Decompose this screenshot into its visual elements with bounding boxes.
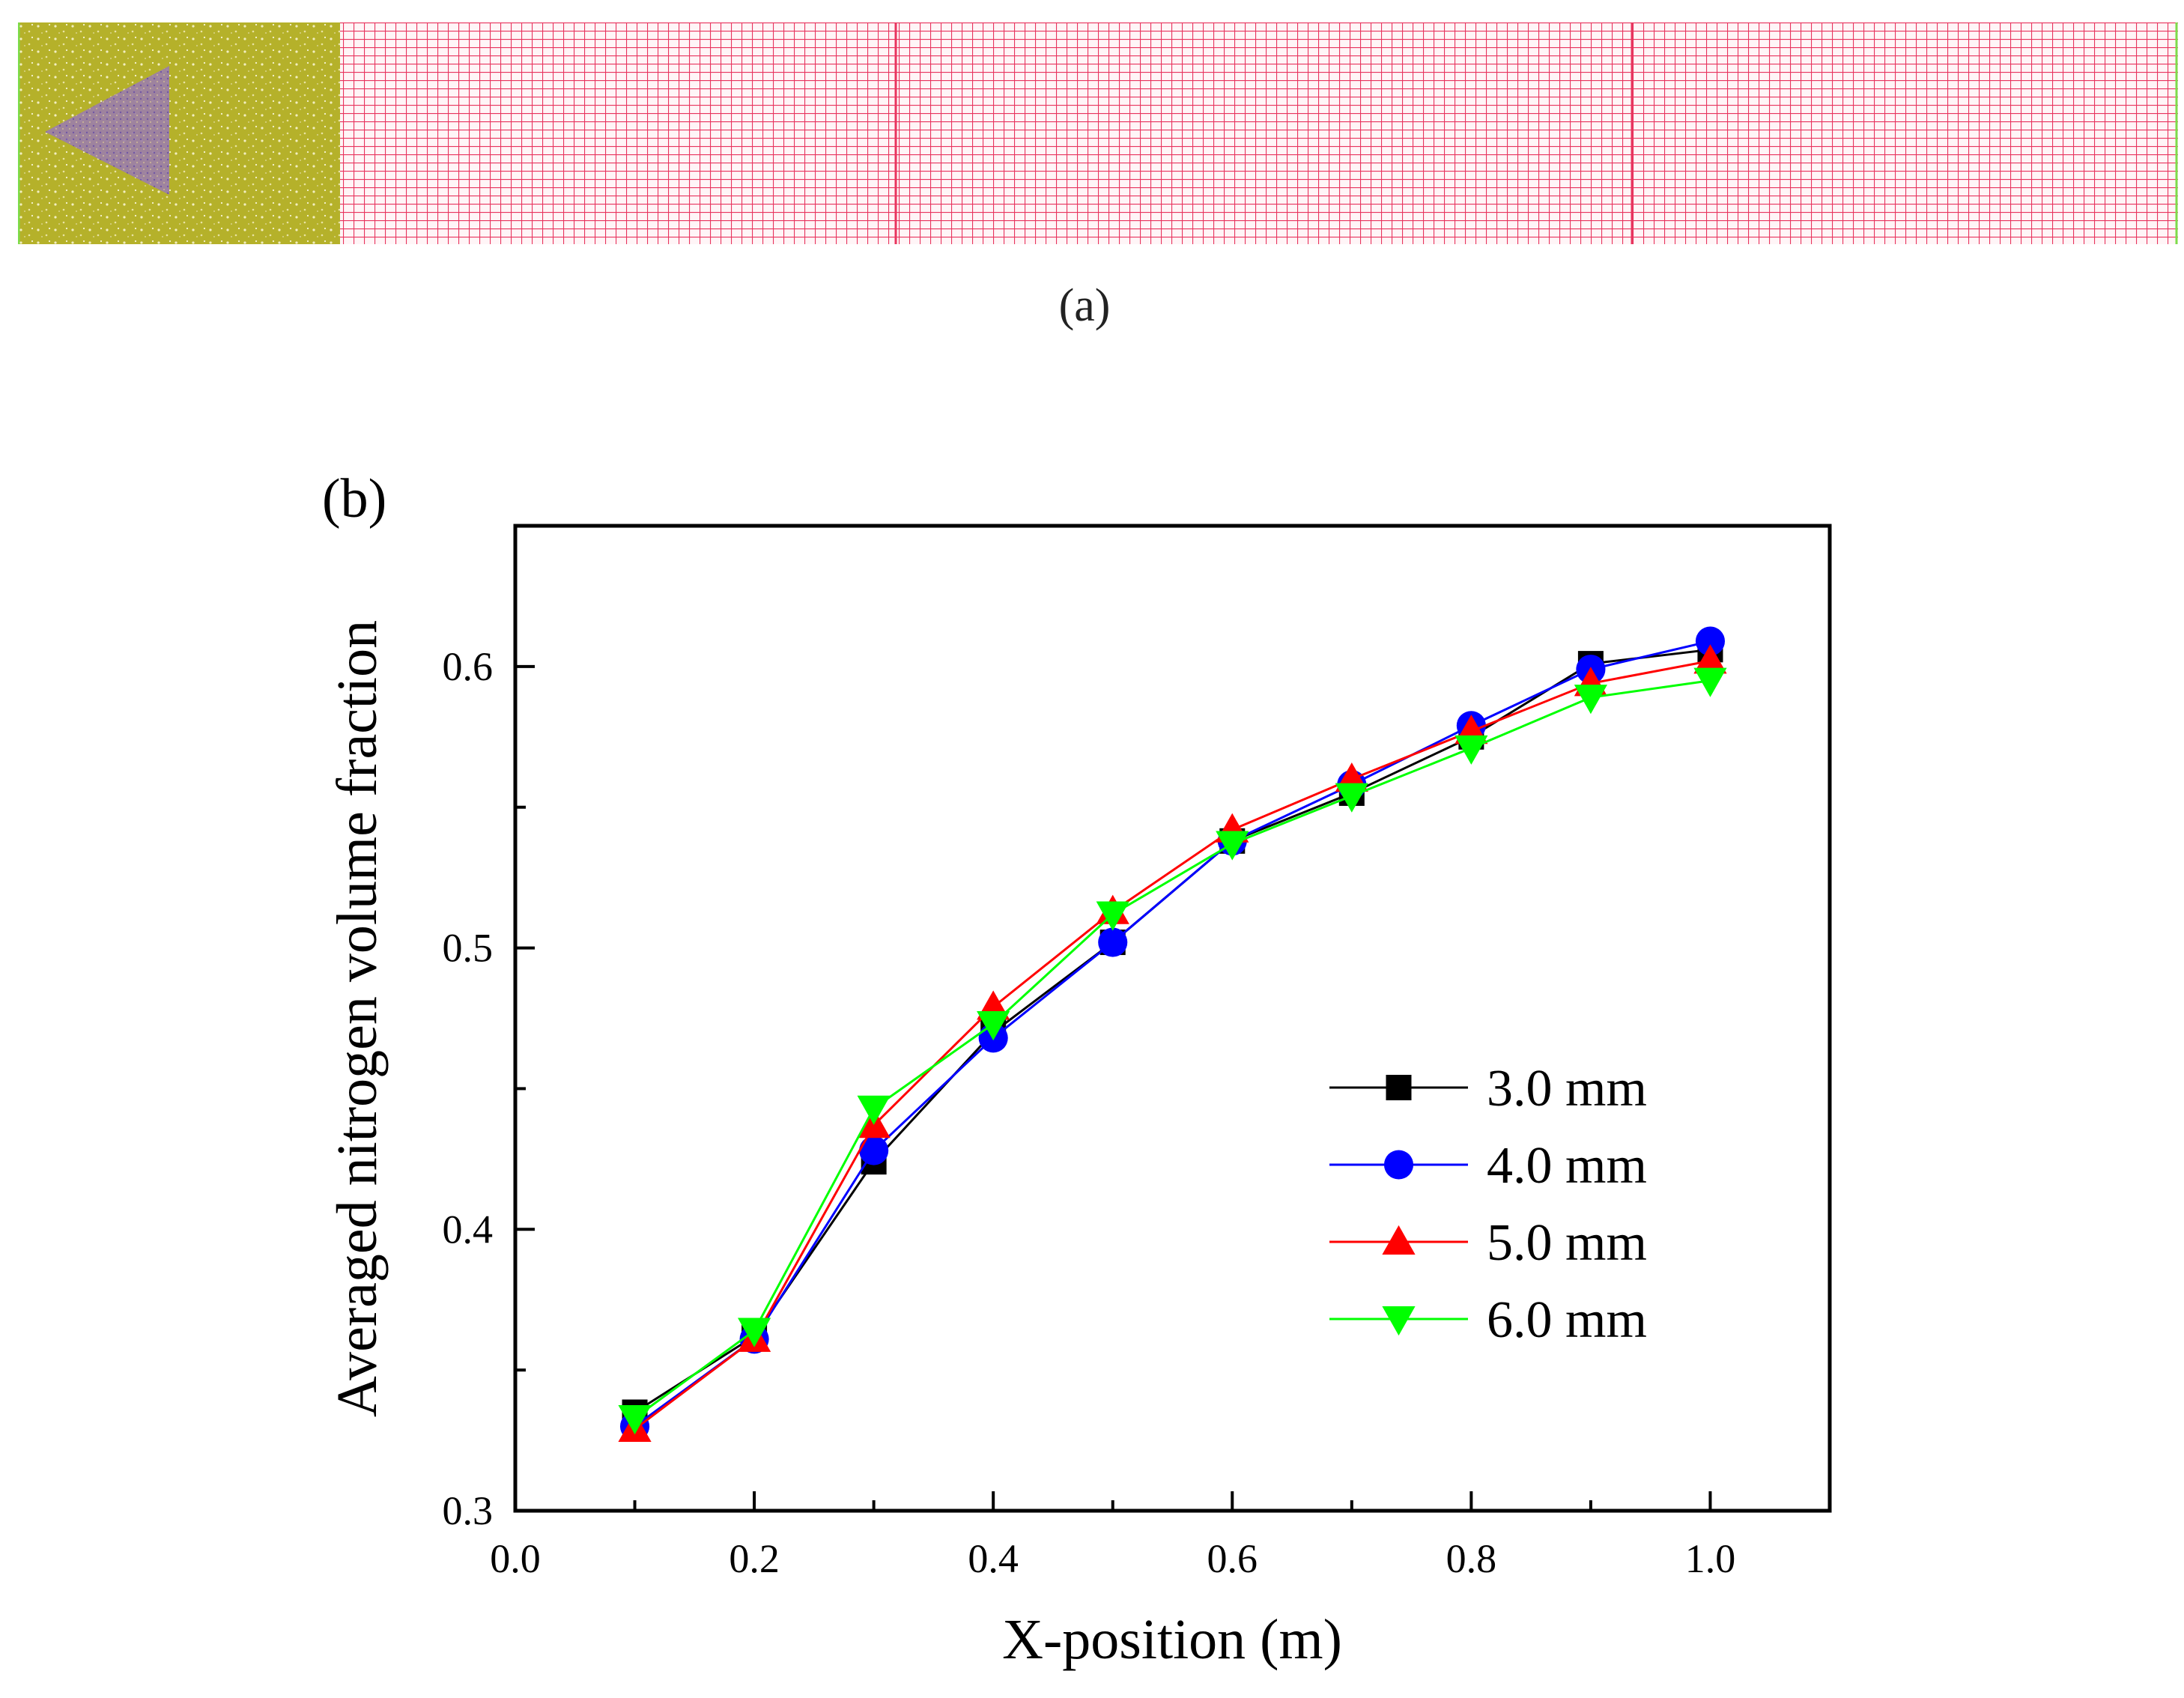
series-3	[618, 667, 1727, 1435]
data-point	[859, 1135, 889, 1165]
panel-a-label: (a)	[1059, 280, 1111, 331]
triangle-obstacle	[45, 66, 169, 195]
y-axis-ticks: 0.3 0.4 0.5 0.6	[443, 524, 535, 1533]
y-tick-label: 0.5	[443, 926, 494, 971]
legend-marker	[1382, 1306, 1416, 1336]
data-point	[1574, 685, 1608, 715]
data-point	[618, 1405, 652, 1435]
data-point	[1098, 927, 1128, 957]
legend: 3.0 mm 4.0 mm 5.0 mm 6.0 mm	[1329, 1060, 1647, 1349]
data-point	[1216, 831, 1249, 861]
series-line	[634, 679, 1711, 1419]
data-point	[857, 1095, 891, 1125]
data-point	[1455, 735, 1488, 765]
data-point	[1693, 644, 1727, 674]
legend-entry: 5.0 mm	[1329, 1214, 1647, 1272]
legend-marker	[1386, 1075, 1412, 1100]
data-point	[1335, 783, 1368, 813]
y-tick-label: 0.3	[443, 1488, 494, 1533]
legend-label: 6.0 mm	[1487, 1291, 1647, 1349]
plot-frame	[513, 524, 1832, 1513]
x-tick-label: 1.0	[1685, 1536, 1736, 1581]
legend-marker	[1383, 1150, 1414, 1180]
x-tick-label: 0.0	[490, 1536, 541, 1581]
y-tick-label: 0.4	[443, 1207, 494, 1252]
series-line	[634, 640, 1711, 1428]
legend-label: 3.0 mm	[1487, 1060, 1647, 1118]
y-axis-label: Averaged nitrogen volume fraction	[326, 620, 389, 1417]
legend-label: 5.0 mm	[1487, 1214, 1647, 1272]
y-tick-label: 0.6	[443, 644, 494, 689]
x-tick-label: 0.4	[968, 1536, 1019, 1581]
mesh-domain-image	[18, 22, 2178, 244]
x-tick-label: 0.8	[1446, 1536, 1497, 1581]
x-tick-label: 0.6	[1207, 1536, 1258, 1581]
legend-entry: 4.0 mm	[1329, 1137, 1647, 1195]
data-point	[977, 1011, 1010, 1041]
series-line	[634, 659, 1711, 1431]
legend-entry: 3.0 mm	[1329, 1060, 1647, 1118]
data-point	[1695, 626, 1726, 656]
legend-entry: 6.0 mm	[1329, 1291, 1647, 1349]
data-point	[1096, 901, 1129, 931]
x-tick-label: 0.2	[729, 1536, 780, 1581]
legend-label: 4.0 mm	[1487, 1137, 1647, 1195]
data-point	[1693, 667, 1727, 697]
legend-marker	[1382, 1225, 1416, 1255]
x-axis-label: X-position (m)	[1002, 1608, 1342, 1671]
data-point	[737, 1318, 771, 1347]
panel-b-label: (b)	[322, 468, 386, 530]
series-layer	[618, 626, 1727, 1443]
x-axis-ticks: 0.0 0.2 0.4 0.6 0.8 1.0	[490, 1491, 1831, 1581]
